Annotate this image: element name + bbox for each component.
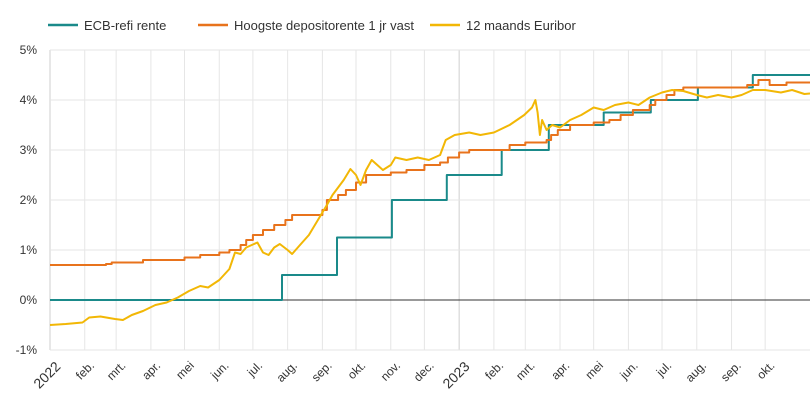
x-tick-label: apr. (548, 358, 572, 382)
x-tick-label: mrt. (513, 358, 538, 383)
x-axis-ticks: 2022 feb. mrt. apr. mei jun. jul. aug. sep. okt. n… (30, 358, 777, 391)
legend[interactable]: ECB-refi rente Hoogste depositorente 1 jr… (48, 18, 577, 33)
x-tick-year-label: 2023 (439, 358, 472, 391)
series-line-1 (50, 74, 810, 301)
x-tick-year-label: 2022 (30, 358, 63, 391)
x-tick-label: feb. (73, 358, 97, 382)
y-axis-ticks: -1% 0% 1% 2% 3% 4% 5% (16, 43, 38, 357)
x-tick-label: dec. (411, 358, 437, 384)
y-tick-label: -1% (16, 343, 38, 357)
legend-item-3[interactable]: 12 maands Euribor (430, 18, 577, 33)
x-tick-label: mrt. (104, 358, 129, 383)
x-tick-label: aug. (274, 358, 300, 384)
legend-label: ECB-refi rente (84, 18, 166, 33)
series-line-2 (50, 79, 810, 266)
x-tick-label: mei (173, 358, 197, 382)
y-tick-label: 4% (20, 93, 38, 107)
legend-item-1[interactable]: ECB-refi rente (48, 18, 166, 33)
legend-item-2[interactable]: Hoogste depositorente 1 jr vast (198, 18, 414, 33)
y-tick-label: 0% (20, 293, 38, 307)
y-tick-label: 3% (20, 143, 38, 157)
y-tick-label: 1% (20, 243, 38, 257)
x-tick-label: jun. (616, 358, 640, 382)
x-tick-label: sep. (309, 358, 335, 384)
x-tick-label: okt. (754, 358, 778, 382)
x-tick-label: feb. (482, 358, 506, 382)
x-tick-label: jul. (244, 358, 265, 379)
x-tick-label: apr. (139, 358, 163, 382)
x-tick-label: mei (582, 358, 606, 382)
series-lines (49, 74, 810, 326)
x-tick-label: nov. (378, 358, 403, 383)
legend-label: Hoogste depositorente 1 jr vast (234, 18, 414, 33)
x-tick-label: okt. (345, 358, 369, 382)
y-tick-label: 5% (20, 43, 38, 57)
series-line-3 (49, 89, 810, 326)
x-tick-label: jul. (653, 358, 674, 379)
y-tick-label: 2% (20, 193, 38, 207)
legend-label: 12 maands Euribor (466, 18, 577, 33)
x-tick-label: aug. (683, 358, 709, 384)
x-tick-label: jun. (207, 358, 231, 382)
x-tick-label: sep. (718, 358, 744, 384)
